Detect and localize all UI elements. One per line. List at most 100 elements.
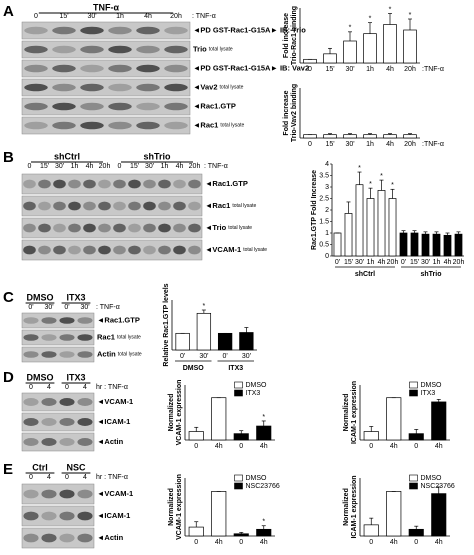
lane-label: 4h (86, 163, 94, 170)
blot-band (98, 179, 111, 189)
bar (343, 134, 357, 139)
lane-suffix: : TNF-α (204, 163, 228, 170)
legend-label: DMSO (246, 382, 268, 389)
row-label-text: ◄ICAM-1 (97, 417, 130, 426)
bar (421, 233, 430, 257)
blot-band (143, 179, 156, 189)
y-tick-label: 1 (325, 230, 329, 237)
bar (366, 198, 375, 257)
x-tick-label: 0 (308, 66, 312, 73)
blot-band (173, 245, 186, 255)
significance: * (358, 165, 361, 172)
error-bar (390, 188, 395, 199)
y-axis-label: Trio-Rac1 binding (291, 6, 298, 65)
blot-band (164, 102, 188, 111)
x-tick-label: 4h (215, 443, 223, 450)
lane-label: 4 (83, 474, 87, 481)
x-tick-label: 20h (453, 259, 465, 266)
blot-band (80, 45, 104, 54)
significance: * (391, 182, 394, 189)
lane-label: 20h (99, 163, 111, 170)
blot-band (173, 201, 186, 211)
y-axis-label: Rac1.GTP Fold Increase (311, 170, 318, 250)
legend-swatch (409, 389, 418, 397)
bar (377, 190, 386, 257)
y-tick-label: 3.5 (319, 172, 329, 179)
row-label-text: ◄PD GST-Rac1-G15A► IB: Vav2 (193, 63, 309, 72)
legend-label: ITX3 (246, 390, 261, 397)
x-tick-label: 0 (414, 443, 418, 450)
bar (355, 184, 364, 257)
lane-label: 0 (28, 163, 32, 170)
blot-band (23, 334, 39, 341)
row-label-text: ◄Actin (97, 533, 124, 542)
blot-strip (21, 412, 95, 432)
blot-band (188, 223, 201, 233)
error-bar (401, 230, 406, 233)
blot-band (98, 245, 111, 255)
blot-band (83, 201, 96, 211)
error-bar (348, 31, 352, 41)
lane-label: 0 (34, 13, 38, 20)
error-bar (434, 231, 439, 235)
blot-band (53, 223, 66, 233)
row-label-text: ◄Vav2 (193, 82, 218, 91)
blot-band (164, 26, 188, 35)
row-label: ◄ICAM-1 (97, 511, 130, 520)
row-sublabel: total lysate (243, 247, 267, 253)
blot-band (38, 179, 51, 189)
row-label-text: ◄Actin (97, 437, 124, 446)
blot-strip (21, 59, 191, 78)
row-label-text: ◄Rac1 (205, 201, 230, 210)
bar (408, 528, 424, 537)
significance: * (203, 303, 206, 310)
lane-label: 15' (40, 163, 49, 170)
group-label: DMSO (183, 365, 205, 372)
x-tick-label: 4h (390, 443, 398, 450)
lane-label: 4 (47, 384, 51, 391)
row-label: ◄Actin (97, 533, 124, 542)
y-tick-label: 0.5 (319, 241, 329, 248)
x-tick-label: 0 (308, 141, 312, 148)
blot-band (158, 223, 171, 233)
bar (196, 312, 212, 351)
blot-band (113, 201, 126, 211)
blot-strip (21, 40, 191, 59)
bar (443, 234, 452, 257)
lane-label: 20h (170, 13, 182, 20)
blot-band (23, 201, 36, 211)
row-label: ◄Rac1.GTP (205, 179, 248, 188)
significance: * (349, 25, 352, 32)
blot-band (83, 223, 96, 233)
y-axis-label: Normalized (168, 488, 175, 526)
row-label: ◄VCAM-1 total lysate (205, 245, 267, 254)
y-tick-label: 4 (325, 161, 329, 168)
x-tick-label: 0 (414, 539, 418, 546)
x-tick-label: 1h (367, 259, 375, 266)
row-label-text: ◄Rac1.GTP (193, 101, 236, 110)
blot-band (41, 334, 57, 341)
blot-band (52, 26, 76, 35)
blot-band (38, 223, 51, 233)
blot-header: TNF-α (93, 2, 119, 12)
blot-band (158, 179, 171, 189)
blot-band (59, 317, 75, 324)
panel-letter: C (3, 289, 14, 306)
blot-strip (21, 239, 203, 261)
error-bar (239, 430, 244, 434)
x-tick-label: 20h (404, 66, 416, 73)
blot-band (113, 223, 126, 233)
legend-swatch (234, 482, 243, 490)
bar (217, 332, 233, 351)
x-tick-label: 0' (223, 353, 228, 360)
blot-band (23, 223, 36, 233)
x-tick-label: 30' (345, 66, 354, 73)
blot-band (80, 102, 104, 111)
bar (386, 491, 402, 537)
blot-band (68, 179, 81, 189)
panel-letter: B (3, 149, 14, 166)
row-label: Trio total lysate (193, 44, 233, 53)
blot-header: ITX3 (66, 372, 85, 382)
y-axis-label: Normalized (343, 394, 350, 432)
blot-band (98, 201, 111, 211)
